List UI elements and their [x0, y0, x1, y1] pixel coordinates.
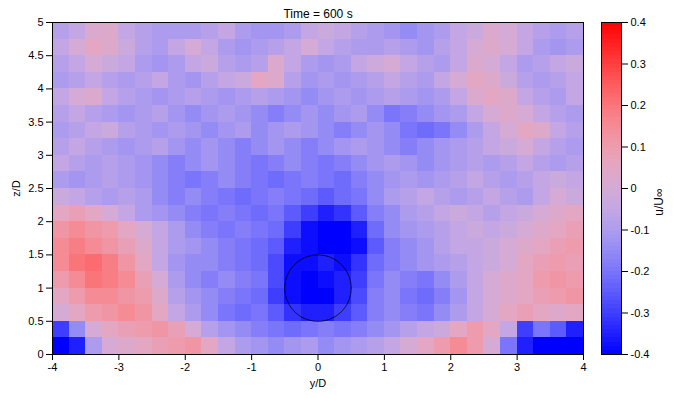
- svg-text:3: 3: [514, 361, 520, 373]
- svg-text:-0.4: -0.4: [631, 348, 650, 360]
- svg-text:-0.3: -0.3: [631, 307, 650, 319]
- svg-text:-4: -4: [48, 361, 58, 373]
- svg-text:0.2: 0.2: [631, 99, 646, 111]
- svg-text:4: 4: [580, 361, 586, 373]
- svg-text:1: 1: [381, 361, 387, 373]
- svg-text:-1: -1: [247, 361, 257, 373]
- svg-text:2.5: 2.5: [28, 182, 43, 194]
- svg-text:-0.2: -0.2: [631, 265, 650, 277]
- svg-text:0.3: 0.3: [631, 58, 646, 70]
- svg-text:z/D: z/D: [10, 180, 22, 197]
- svg-text:0.4: 0.4: [631, 16, 646, 28]
- svg-text:0.5: 0.5: [28, 315, 43, 327]
- svg-text:4: 4: [37, 82, 43, 94]
- svg-text:0: 0: [37, 348, 43, 360]
- svg-text:-0.1: -0.1: [631, 224, 650, 236]
- svg-text:-3: -3: [114, 361, 124, 373]
- svg-text:0: 0: [315, 361, 321, 373]
- svg-text:u/U∞: u/U∞: [652, 189, 666, 216]
- svg-text:3.5: 3.5: [28, 116, 43, 128]
- svg-text:2: 2: [448, 361, 454, 373]
- svg-text:4.5: 4.5: [28, 49, 43, 61]
- svg-text:1.5: 1.5: [28, 248, 43, 260]
- svg-text:-2: -2: [180, 361, 190, 373]
- svg-text:1: 1: [37, 282, 43, 294]
- svg-text:Time = 600 s: Time = 600 s: [283, 7, 352, 21]
- svg-text:5: 5: [37, 16, 43, 28]
- svg-text:0: 0: [631, 182, 637, 194]
- svg-text:0.1: 0.1: [631, 141, 646, 153]
- svg-text:3: 3: [37, 149, 43, 161]
- svg-text:y/D: y/D: [310, 377, 327, 389]
- svg-text:2: 2: [37, 215, 43, 227]
